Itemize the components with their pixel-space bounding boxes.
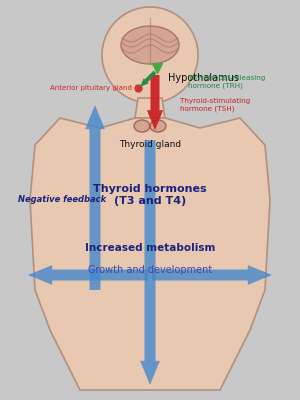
FancyArrow shape: [28, 265, 148, 285]
Text: Thyrotropin-releasing
hormone (TRH): Thyrotropin-releasing hormone (TRH): [188, 75, 266, 89]
FancyArrow shape: [140, 140, 160, 385]
Ellipse shape: [121, 26, 179, 64]
FancyArrow shape: [140, 70, 156, 87]
Text: Negative feedback: Negative feedback: [18, 196, 106, 204]
Circle shape: [102, 7, 198, 103]
FancyArrow shape: [152, 265, 272, 285]
Text: Thyroid hormones
(T3 and T4): Thyroid hormones (T3 and T4): [93, 184, 207, 206]
Ellipse shape: [134, 120, 150, 132]
Text: Increased metabolism: Increased metabolism: [85, 243, 215, 253]
Text: Growth and development: Growth and development: [88, 265, 212, 275]
Ellipse shape: [150, 120, 166, 132]
Text: Thyroid gland: Thyroid gland: [119, 140, 181, 149]
FancyArrow shape: [147, 75, 163, 130]
Polygon shape: [135, 98, 165, 118]
FancyArrow shape: [85, 105, 105, 290]
Text: Hypothalamus: Hypothalamus: [168, 73, 239, 83]
Text: Thyroid-stimulating
hormone (TSH): Thyroid-stimulating hormone (TSH): [180, 98, 250, 112]
Text: Anterior pituitary gland: Anterior pituitary gland: [50, 85, 132, 91]
Polygon shape: [30, 118, 270, 390]
